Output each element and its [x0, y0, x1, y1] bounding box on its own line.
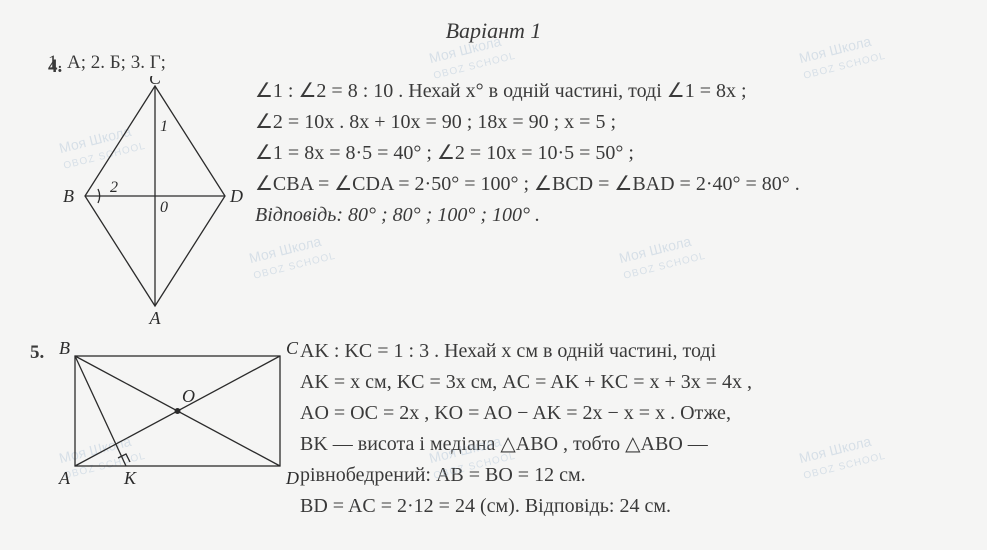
svg-text:1: 1 — [160, 118, 168, 135]
problem-5: 5. B C A D K O AK : KC = 1 : 3 . Не — [30, 336, 957, 522]
svg-text:O: O — [182, 386, 195, 406]
problem-5-number: 5. — [30, 342, 44, 364]
svg-text:A: A — [58, 468, 71, 488]
p5-line: AK : KC = 1 : 3 . Нехай x см в одній час… — [300, 336, 957, 367]
rhombus-svg: C A B D 1 2 0 — [30, 76, 255, 326]
svg-text:D: D — [229, 186, 243, 206]
p5-line: AK = x см, KC = 3x см, AC = AK + KC = x … — [300, 367, 957, 398]
problem-4: 4. C A B D 1 2 0 ∠1 : ∠2 = 8 : 10 . Неха… — [30, 76, 957, 326]
svg-text:2: 2 — [110, 179, 118, 196]
problem-4-number: 4. — [48, 56, 62, 78]
svg-text:C: C — [149, 76, 162, 88]
p4-line: Відповідь: 80° ; 80° ; 100° ; 100° . — [255, 200, 957, 231]
svg-text:A: A — [149, 308, 162, 326]
p4-line: ∠1 = 8x = 8·5 = 40° ; ∠2 = 10x = 10·5 = … — [255, 138, 957, 169]
p5-line: рівнобедрений: AB = BO = 12 см. — [300, 460, 957, 491]
p5-line: BD = AC = 2·12 = 24 (см). Відповідь: 24 … — [300, 491, 957, 522]
problem-4-text: ∠1 : ∠2 = 8 : 10 . Нехай x° в одній част… — [255, 76, 957, 231]
figure-rectangle: 5. B C A D K O — [30, 336, 300, 506]
p5-line: AO = OC = 2x , KO = AO − AK = 2x − x = x… — [300, 398, 957, 429]
svg-text:K: K — [123, 468, 137, 488]
p4-line: ∠1 : ∠2 = 8 : 10 . Нехай x° в одній част… — [255, 76, 957, 107]
p5-line: BK — висота і медіана △ABO , тобто △ABO … — [300, 429, 957, 460]
svg-text:D: D — [285, 468, 299, 488]
variant-title: Варіант 1 — [30, 18, 957, 44]
svg-text:B: B — [63, 186, 74, 206]
p4-line: ∠2 = 10x . 8x + 10x = 90 ; 18x = 90 ; x … — [255, 107, 957, 138]
p4-line: ∠CBA = ∠CDA = 2·50° = 100° ; ∠BCD = ∠BAD… — [255, 169, 957, 200]
svg-text:0: 0 — [160, 199, 168, 216]
answers-1-3: 1. А; 2. Б; 3. Г; — [48, 52, 957, 74]
problem-5-text: AK : KC = 1 : 3 . Нехай x см в одній час… — [300, 336, 957, 522]
svg-text:C: C — [286, 338, 299, 358]
figure-rhombus: 4. C A B D 1 2 0 — [30, 76, 255, 326]
svg-text:B: B — [59, 338, 70, 358]
rectangle-svg: B C A D K O — [30, 336, 300, 506]
